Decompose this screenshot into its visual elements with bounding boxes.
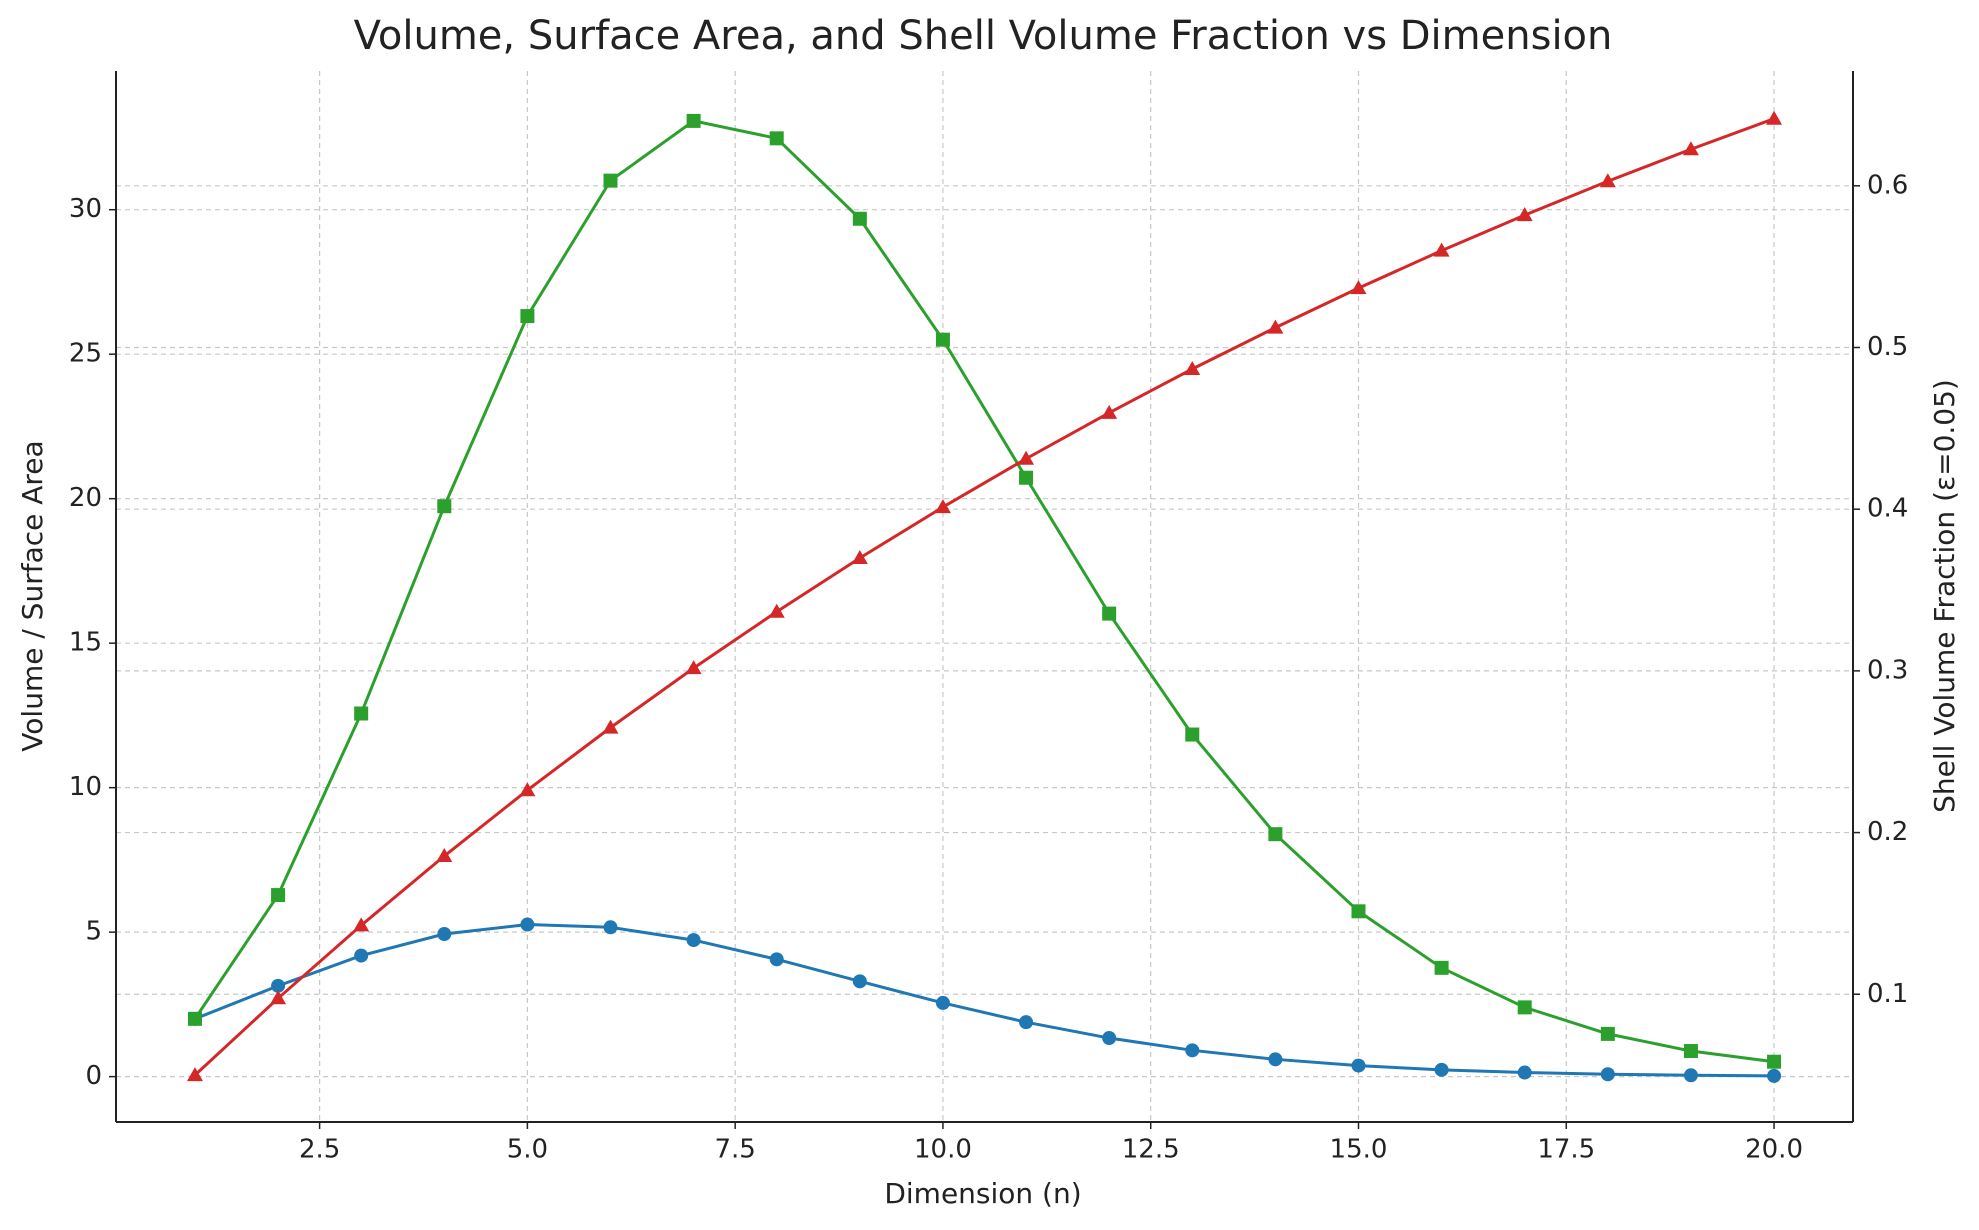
- point: [353, 917, 370, 932]
- x-axis-label: Dimension (n): [884, 1177, 1081, 1210]
- series-line: [194, 923, 1775, 1078]
- y2-tick-label: 0.4: [1867, 494, 1908, 524]
- y-tick-label: 0: [85, 1061, 102, 1091]
- point: [1767, 1054, 1782, 1069]
- point: [769, 131, 784, 146]
- x-tick-label: 2.5: [299, 1135, 340, 1165]
- point: [603, 920, 618, 935]
- x-tick-label: 15.0: [1330, 1135, 1388, 1165]
- y2-tick-label: 0.2: [1867, 817, 1908, 847]
- point: [520, 917, 535, 932]
- point: [1351, 904, 1366, 919]
- y-tick-label: 5: [85, 917, 102, 947]
- point: [437, 927, 452, 942]
- y-tick-label: 15: [69, 628, 102, 658]
- point: [1682, 141, 1699, 156]
- point: [1102, 1031, 1117, 1046]
- point: [354, 948, 369, 963]
- point: [437, 499, 452, 514]
- point: [1268, 827, 1283, 842]
- point: [520, 309, 535, 324]
- point: [187, 1011, 202, 1026]
- y-tick-label: 10: [69, 772, 102, 802]
- point: [603, 173, 618, 188]
- point: [768, 603, 785, 618]
- chart-title: Volume, Surface Area, and Shell Volume F…: [354, 13, 1613, 59]
- point: [186, 1067, 203, 1082]
- point: [769, 952, 784, 967]
- point: [935, 995, 950, 1010]
- point: [436, 848, 453, 863]
- point: [1683, 1044, 1698, 1059]
- point: [271, 978, 286, 993]
- point: [354, 706, 369, 721]
- point: [1185, 727, 1200, 742]
- point: [602, 719, 619, 734]
- point: [1599, 173, 1616, 188]
- point: [1600, 1026, 1615, 1041]
- point: [686, 113, 701, 128]
- point: [686, 933, 701, 948]
- x-tick-label: 17.5: [1537, 1135, 1595, 1165]
- point: [1018, 450, 1035, 465]
- y-tick-label: 30: [69, 194, 102, 224]
- point: [1268, 1052, 1283, 1067]
- point: [851, 550, 868, 565]
- y2-tick-label: 0.5: [1867, 332, 1908, 362]
- point: [1350, 280, 1367, 295]
- point: [1683, 1068, 1698, 1083]
- point: [1101, 404, 1118, 419]
- point: [1267, 319, 1284, 334]
- point: [1767, 1068, 1782, 1083]
- y2-tick-label: 0.6: [1867, 170, 1908, 200]
- point: [1517, 1000, 1532, 1015]
- y2-axis-label: Shell Volume Fraction (ε=0.05): [1928, 379, 1961, 813]
- point: [685, 660, 702, 675]
- y2-tick-label: 0.1: [1867, 979, 1908, 1009]
- y-tick-label: 20: [69, 483, 102, 513]
- point: [1019, 470, 1034, 485]
- point: [1102, 606, 1117, 621]
- y-tick-label: 25: [69, 339, 102, 369]
- point: [852, 974, 867, 989]
- x-tick-label: 7.5: [714, 1135, 755, 1165]
- y2-tick-label: 0.3: [1867, 655, 1908, 685]
- series-line: [193, 119, 1775, 1064]
- point: [1433, 242, 1450, 257]
- point: [1019, 1015, 1034, 1030]
- point: [1434, 1062, 1449, 1077]
- point: [1185, 1043, 1200, 1058]
- point: [1516, 207, 1533, 222]
- point: [935, 332, 950, 347]
- x-tick-label: 5.0: [507, 1135, 548, 1165]
- x-tick-label: 12.5: [1122, 1135, 1180, 1165]
- point: [934, 499, 951, 514]
- point: [271, 888, 286, 903]
- point: [852, 211, 867, 226]
- y-axis-label: Volume / Surface Area: [16, 440, 49, 751]
- point: [1766, 110, 1783, 125]
- series-line: [193, 117, 1775, 1077]
- point: [1600, 1067, 1615, 1082]
- x-tick-label: 10.0: [914, 1135, 972, 1165]
- point: [1434, 960, 1449, 975]
- point: [1517, 1065, 1532, 1080]
- point: [1184, 360, 1201, 375]
- point: [519, 782, 536, 797]
- point: [270, 990, 287, 1005]
- x-tick-label: 20.0: [1745, 1135, 1803, 1165]
- point: [1351, 1058, 1366, 1073]
